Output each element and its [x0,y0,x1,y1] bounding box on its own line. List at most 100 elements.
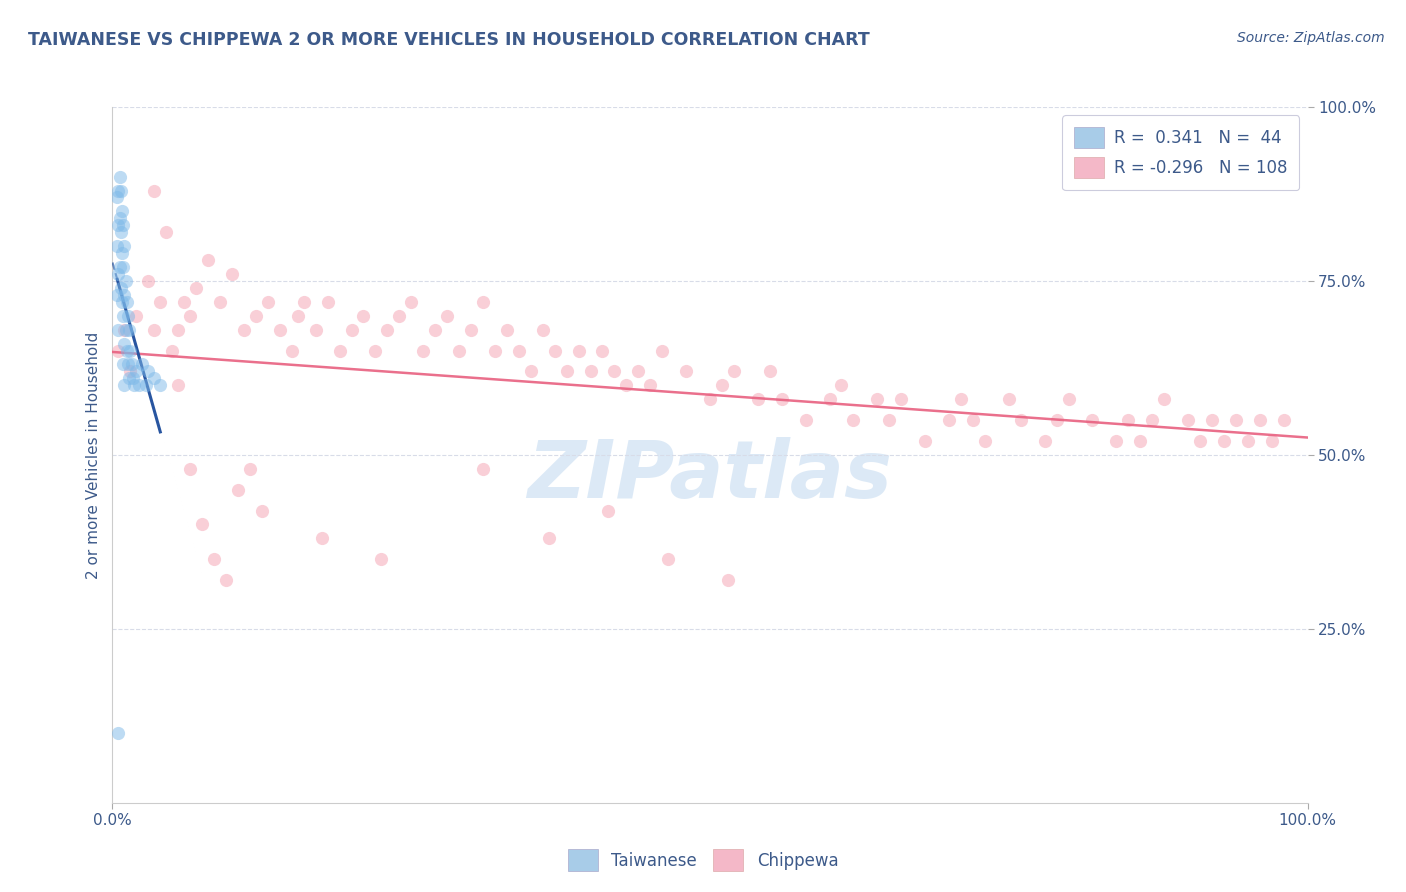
Point [640,378,662,392]
Point [962,413,984,427]
Point [370,552,392,566]
Point [717,573,740,587]
Point [179,462,201,476]
Point [1118,413,1140,427]
Point [107,726,129,740]
Point [120,364,142,378]
Point [131,358,153,372]
Point [117,309,139,323]
Point [603,364,626,378]
Point [111,246,134,260]
Point [699,392,721,407]
Point [128,378,150,392]
Point [215,573,238,587]
Point [292,294,315,309]
Point [105,288,128,302]
Point [162,343,183,358]
Point [281,343,304,358]
Point [388,309,411,323]
Point [197,253,219,268]
Point [818,392,841,407]
Point [125,309,148,323]
Point [657,552,679,566]
Point [108,169,131,184]
Point [149,378,172,392]
Point [138,364,160,378]
Point [1213,434,1236,448]
Point [1057,392,1080,407]
Point [1249,413,1271,427]
Point [759,364,782,378]
Point [112,358,135,372]
Point [105,190,128,204]
Point [770,392,793,407]
Point [866,392,889,407]
Point [120,343,142,358]
Point [221,267,243,281]
Point [112,219,135,233]
Point [191,517,214,532]
Point [1142,413,1164,427]
Point [651,343,673,358]
Point [305,323,328,337]
Point [105,239,128,253]
Point [111,294,134,309]
Point [537,532,560,546]
Point [340,323,363,337]
Point [316,294,339,309]
Point [112,309,135,323]
Point [138,274,160,288]
Point [114,336,135,351]
Legend: Taiwanese, Chippewa: Taiwanese, Chippewa [560,841,846,880]
Point [143,184,166,198]
Point [496,323,519,337]
Point [143,323,166,337]
Point [1046,413,1069,427]
Point [914,434,936,448]
Point [121,358,143,372]
Point [311,532,333,546]
Point [484,343,506,358]
Point [114,288,135,302]
Point [257,294,280,309]
Point [287,309,309,323]
Point [209,294,232,309]
Point [115,343,138,358]
Point [1261,434,1284,448]
Point [110,225,132,239]
Point [472,462,495,476]
Point [118,371,141,385]
Point [135,378,157,392]
Point [436,309,458,323]
Point [520,364,543,378]
Point [179,309,201,323]
Point [1129,434,1152,448]
Point [143,371,166,385]
Point [460,323,482,337]
Point [114,274,136,288]
Point [890,392,912,407]
Point [1010,413,1032,427]
Point [108,260,131,274]
Point [239,462,262,476]
Point [531,323,554,337]
Point [250,503,273,517]
Point [592,343,614,358]
Point [950,392,973,407]
Point [568,343,591,358]
Point [1225,413,1247,427]
Point [173,294,195,309]
Point [1201,413,1223,427]
Point [329,343,352,358]
Point [938,413,960,427]
Point [842,413,865,427]
Point [1105,434,1128,448]
Point [117,358,139,372]
Point [425,323,447,337]
Point [1189,434,1212,448]
Point [269,323,291,337]
Point [167,323,190,337]
Point [122,378,145,392]
Point [747,392,769,407]
Point [675,364,697,378]
